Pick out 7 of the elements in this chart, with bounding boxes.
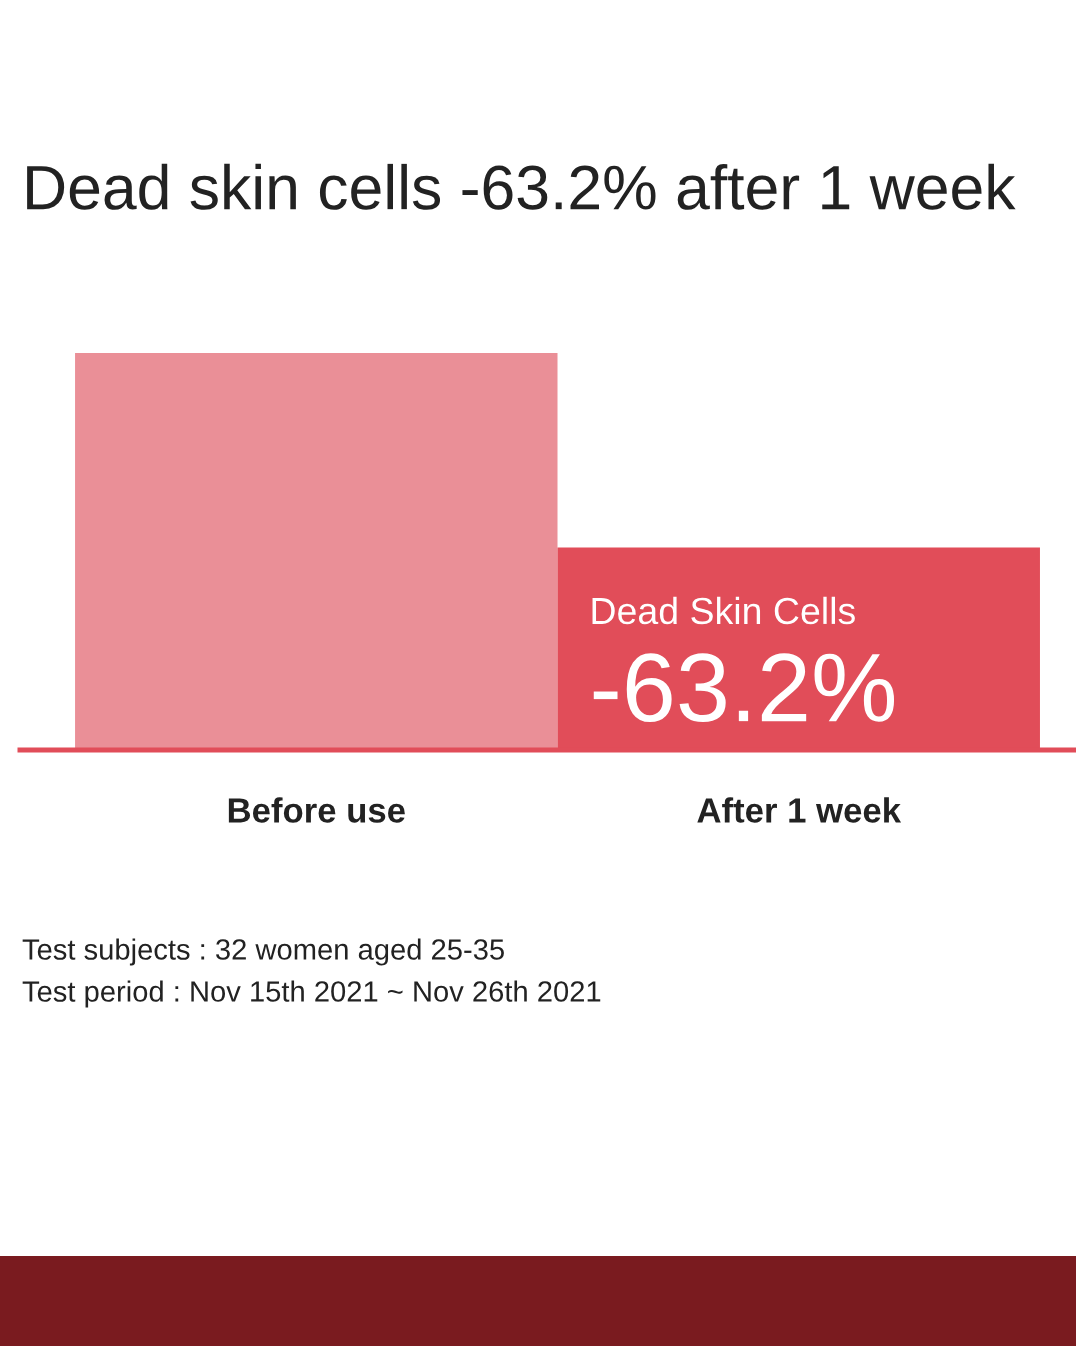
- chart-title: Dead skin cells -63.2% after 1 week: [27, 163, 1016, 210]
- text: Test subjects : 32 women aged 25-35: [22, 938, 504, 966]
- text: Test period : Nov 15th 2021 ~ Nov 26th 2021: [22, 980, 601, 1008]
- annotation: Dead Skin Cells: [592, 596, 855, 625]
- x-tick-label: Before use: [228, 797, 405, 823]
- annotation: -63.2%: [593, 653, 895, 723]
- x-tick-label: After 1 week: [697, 797, 902, 823]
